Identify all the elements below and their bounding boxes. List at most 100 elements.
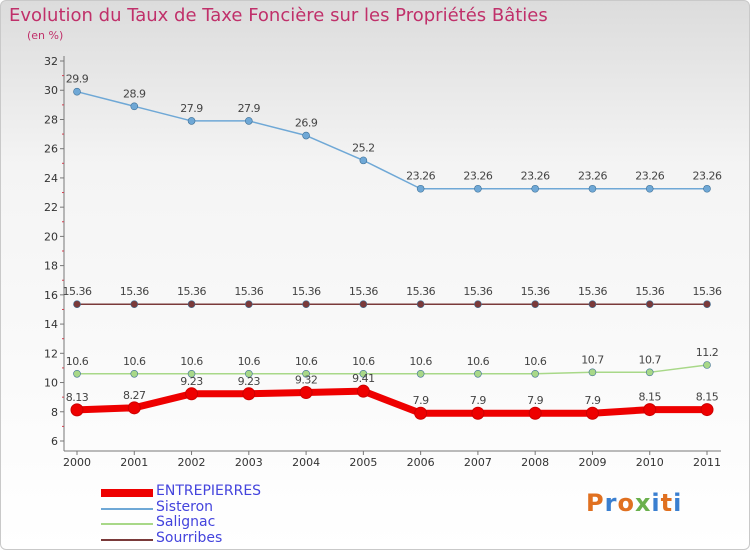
y-tick-label: 18 (44, 260, 58, 273)
data-label: 7.9 (527, 394, 543, 407)
data-point (643, 403, 657, 417)
data-label: 7.9 (413, 394, 429, 407)
data-label: 15.36 (349, 285, 378, 298)
y-tick-label: 22 (44, 201, 58, 214)
data-point (703, 184, 711, 193)
x-tick-label: 2006 (407, 456, 435, 469)
data-label: 27.9 (238, 102, 261, 115)
logo-letter: t (660, 489, 674, 517)
data-label: 15.36 (406, 285, 435, 298)
logo-letter: i (651, 489, 661, 517)
legend-label-sisteron: Sisteron (156, 499, 214, 515)
y-tick-label: 26 (44, 143, 58, 156)
data-point (245, 117, 253, 125)
data-label: 9.32 (295, 373, 318, 386)
data-point (130, 369, 139, 378)
data-point (127, 401, 141, 415)
y-tick-label: 30 (44, 84, 58, 97)
x-tick-label: 2007 (464, 456, 492, 469)
y-tick-label: 8 (51, 406, 58, 419)
data-label: 29.9 (66, 73, 89, 86)
legend-label-salignac: Salignac (156, 514, 216, 530)
data-point (416, 184, 425, 193)
data-label: 15.36 (693, 285, 722, 298)
data-label: 23.26 (521, 170, 550, 183)
data-point (73, 300, 81, 309)
data-label: 11.2 (696, 346, 719, 359)
data-label: 26.9 (295, 117, 318, 130)
data-point (302, 131, 310, 140)
series-line-sisteron (76, 90, 707, 190)
data-point (588, 368, 597, 377)
data-point (359, 369, 368, 378)
data-label: 10.6 (66, 355, 89, 368)
data-label: 10.6 (295, 355, 318, 368)
data-point (531, 184, 539, 193)
y-tick-label: 6 (51, 435, 58, 448)
data-point (302, 300, 310, 309)
data-point (474, 300, 482, 309)
data-point (471, 406, 485, 420)
data-label: 10.6 (123, 355, 146, 368)
data-label: 10.6 (467, 355, 490, 368)
y-tick-label: 16 (44, 289, 58, 302)
data-point (130, 300, 139, 309)
data-point (588, 184, 597, 193)
chart-subtitle: (en %) (27, 29, 64, 42)
series-line-entrepierres (76, 387, 707, 417)
data-point (474, 184, 482, 193)
y-tick-label: 10 (44, 377, 58, 390)
logo-letter: o (617, 489, 635, 517)
data-label: 10.6 (180, 355, 203, 368)
legend-swatch-sourribes (101, 539, 153, 541)
data-point (130, 102, 139, 111)
logo-letter: x (634, 489, 652, 517)
data-label: 10.7 (638, 353, 661, 366)
data-label: 15.36 (578, 285, 607, 298)
data-label: 15.36 (177, 285, 206, 298)
data-label: 23.26 (463, 170, 492, 183)
data-point (528, 406, 542, 420)
y-tick-label: 20 (44, 230, 58, 243)
data-point (645, 184, 654, 193)
x-tick-label: 2005 (349, 456, 377, 469)
data-point (299, 385, 313, 399)
x-tick-label: 2001 (120, 456, 148, 469)
data-label: 27.9 (180, 102, 203, 115)
data-point (187, 117, 196, 125)
data-point (414, 406, 428, 420)
data-point (531, 369, 539, 378)
legend-swatch-entrepierres (101, 489, 153, 497)
data-label: 10.7 (581, 353, 604, 366)
data-label: 15.36 (292, 285, 321, 298)
data-label: 7.9 (584, 394, 600, 407)
data-label: 23.26 (578, 170, 607, 183)
data-label: 10.6 (238, 355, 261, 368)
x-tick-label: 2011 (693, 456, 721, 469)
data-label: 23.26 (406, 170, 435, 183)
data-point (245, 300, 253, 309)
proxiti-logo: Proxiti (586, 489, 682, 517)
data-label: 15.36 (120, 285, 149, 298)
y-tick-label: 14 (44, 318, 58, 331)
data-point (700, 403, 714, 417)
data-label: 15.36 (635, 285, 664, 298)
data-label: 15.36 (521, 285, 550, 298)
data-label: 8.15 (638, 391, 661, 404)
data-point (302, 369, 310, 378)
data-point (73, 369, 81, 378)
data-point (416, 369, 425, 378)
data-label: 15.36 (63, 285, 92, 298)
series-line-salignac (77, 364, 708, 375)
data-point (531, 300, 539, 309)
data-label: 8.13 (66, 391, 89, 404)
data-label: 8.15 (696, 391, 719, 404)
data-label: 15.36 (463, 285, 492, 298)
data-point (359, 300, 368, 309)
y-tick-label: 32 (44, 55, 58, 68)
data-label: 7.9 (470, 394, 486, 407)
legend-label-entrepierres: ENTREPIERRES (156, 483, 262, 499)
data-point (356, 384, 370, 398)
x-tick-label: 2000 (63, 456, 91, 469)
data-label: 10.6 (409, 355, 432, 368)
